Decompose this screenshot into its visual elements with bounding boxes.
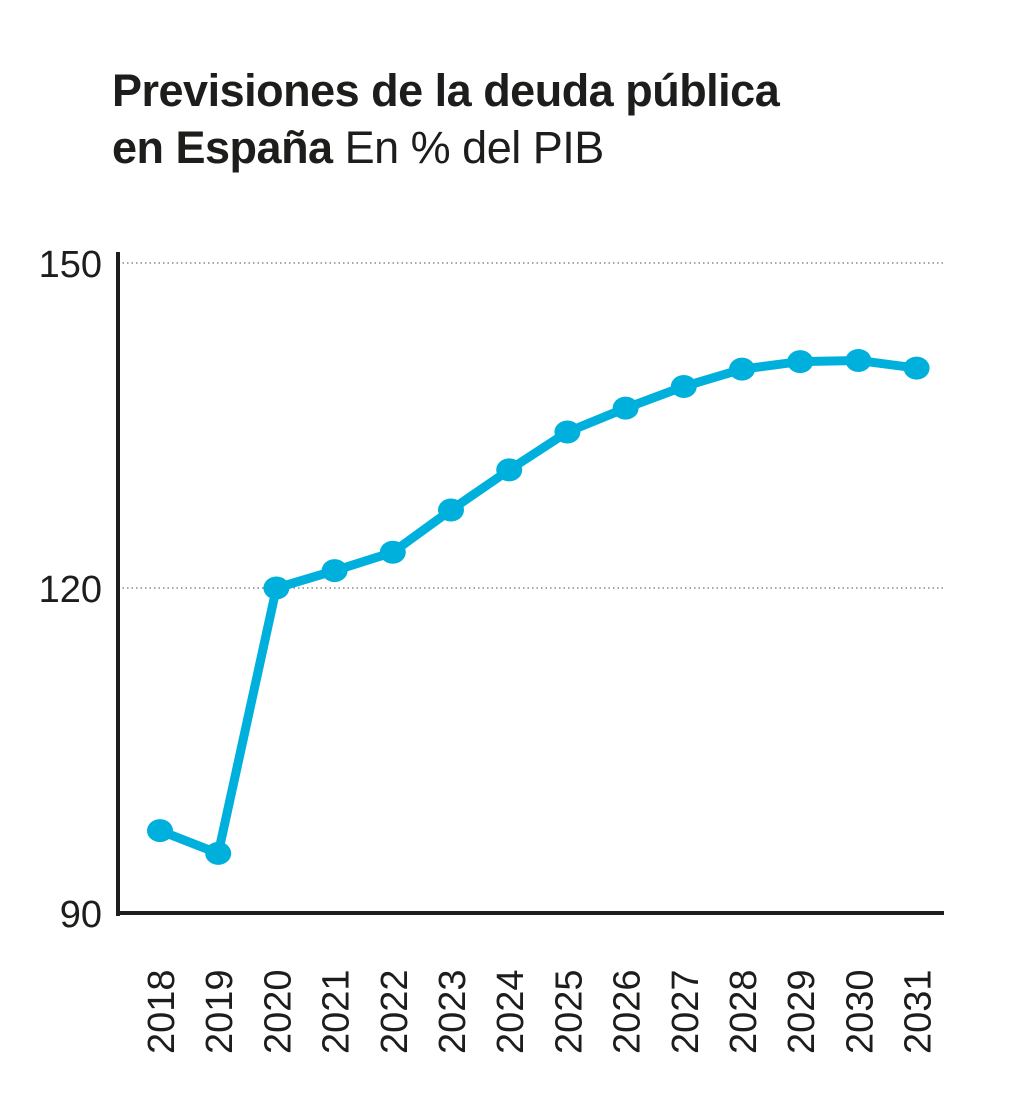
title-line-2: en España En % del PIB <box>112 119 992 176</box>
x-tick-label-2031: 2031 <box>898 969 940 1054</box>
x-tick-label-2026: 2026 <box>607 969 649 1054</box>
title-line-1: Previsiones de la deuda pública <box>112 65 780 116</box>
x-tick-label-2030: 2030 <box>839 969 881 1054</box>
x-tick-label-2027: 2027 <box>665 969 707 1054</box>
x-tick-label-2024: 2024 <box>490 969 532 1054</box>
x-tick-label-2023: 2023 <box>432 969 474 1054</box>
x-tick-label-2019: 2019 <box>199 969 241 1054</box>
data-point-2027 <box>670 375 697 398</box>
x-tick-label-2025: 2025 <box>548 969 590 1054</box>
y-tick-label-120: 120 <box>39 569 102 611</box>
x-tick-label-2018: 2018 <box>141 969 183 1054</box>
data-point-2025 <box>554 420 581 444</box>
chart-subtitle: En % del PIB <box>344 122 605 173</box>
x-tick-label-2029: 2029 <box>781 969 823 1054</box>
data-point-2018 <box>147 819 173 843</box>
title-country: en España <box>112 122 333 173</box>
y-tick-label-90: 90 <box>60 894 102 936</box>
data-point-2021 <box>321 559 348 583</box>
data-point-2023 <box>438 498 464 522</box>
data-point-2019 <box>205 841 232 865</box>
x-tick-label-2022: 2022 <box>374 969 416 1054</box>
data-point-2030 <box>845 349 872 372</box>
data-point-2029 <box>787 350 814 374</box>
data-point-2022 <box>379 540 406 564</box>
x-tick-label-2020: 2020 <box>257 969 299 1054</box>
data-point-2028 <box>729 357 755 381</box>
x-tick-label-2021: 2021 <box>316 969 358 1054</box>
chart-title: Previsiones de la deuda pública en Españ… <box>112 62 992 176</box>
data-point-2031 <box>903 356 930 380</box>
data-point-2026 <box>612 396 639 420</box>
x-tick-label-2028: 2028 <box>723 969 765 1054</box>
data-point-2020 <box>263 576 290 600</box>
data-point-2024 <box>496 458 523 482</box>
series-line <box>155 356 922 858</box>
y-tick-label-150: 150 <box>39 244 102 286</box>
